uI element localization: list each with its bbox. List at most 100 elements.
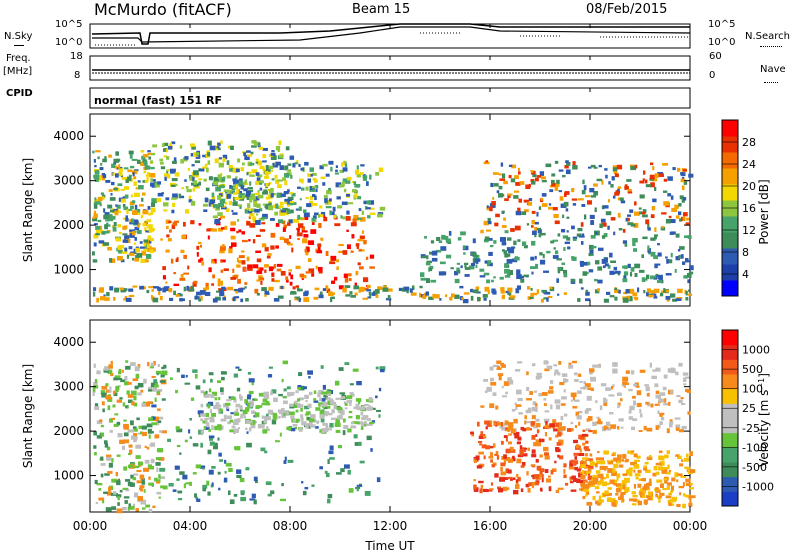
heatmap-cell bbox=[232, 268, 235, 273]
heatmap-cell bbox=[294, 297, 297, 301]
heatmap-cell bbox=[639, 269, 645, 273]
heatmap-cell bbox=[138, 425, 144, 429]
heatmap-cell bbox=[230, 412, 235, 415]
heatmap-cell bbox=[470, 288, 474, 293]
heatmap-cell bbox=[203, 209, 208, 212]
heatmap-cell bbox=[471, 432, 475, 437]
heatmap-cell bbox=[513, 432, 518, 436]
heatmap-cell bbox=[176, 478, 180, 481]
heatmap-cell bbox=[230, 277, 236, 280]
heatmap-cell bbox=[477, 421, 480, 427]
heatmap-cell bbox=[227, 286, 234, 291]
heatmap-cell bbox=[108, 154, 112, 158]
heatmap-cell bbox=[556, 258, 562, 261]
heatmap-cell bbox=[679, 463, 684, 467]
heatmap-cell bbox=[329, 423, 334, 428]
heatmap-cell bbox=[183, 272, 190, 275]
heatmap-cell bbox=[592, 364, 598, 368]
heatmap-cell bbox=[204, 417, 209, 421]
heatmap-cell bbox=[309, 418, 315, 423]
heatmap-cell bbox=[490, 482, 494, 486]
heatmap-cell bbox=[217, 212, 223, 217]
heatmap-cell bbox=[350, 421, 355, 425]
heatmap-cell bbox=[258, 392, 265, 397]
heatmap-cell bbox=[208, 428, 211, 432]
heatmap-cell bbox=[604, 263, 609, 267]
heatmap-cell bbox=[563, 389, 566, 393]
heatmap-cell bbox=[237, 368, 242, 371]
heatmap-cell bbox=[666, 450, 670, 454]
heatmap-cell bbox=[643, 467, 648, 471]
heatmap-cell bbox=[273, 204, 277, 209]
heatmap-cell bbox=[620, 491, 626, 495]
heatmap-cell bbox=[544, 455, 550, 460]
heatmap-cell bbox=[161, 370, 168, 376]
heatmap-cell bbox=[346, 176, 352, 181]
heatmap-cell bbox=[500, 287, 505, 292]
heatmap-cell bbox=[513, 240, 517, 246]
heatmap-cell bbox=[102, 500, 105, 504]
heatmap-cell bbox=[535, 458, 539, 463]
heatmap-cell bbox=[114, 375, 121, 379]
heatmap-cell bbox=[290, 290, 296, 295]
heatmap-cell bbox=[342, 418, 346, 423]
heatmap-cell bbox=[232, 192, 238, 195]
heatmap-cell bbox=[250, 419, 256, 425]
heatmap-cell bbox=[505, 437, 508, 442]
heatmap-cell bbox=[577, 227, 583, 232]
heatmap-cell bbox=[228, 490, 231, 496]
heatmap-cell bbox=[151, 404, 157, 408]
heatmap-cell bbox=[105, 454, 112, 457]
heatmap-cell bbox=[165, 148, 169, 153]
heatmap-cell bbox=[327, 405, 331, 409]
heatmap-cell bbox=[535, 481, 539, 486]
heatmap-cell bbox=[297, 214, 301, 220]
heatmap-cell bbox=[263, 189, 268, 193]
heatmap-cell bbox=[542, 253, 545, 259]
heatmap-cell bbox=[258, 146, 264, 150]
heatmap-cell bbox=[321, 391, 328, 395]
heatmap-cell bbox=[171, 224, 176, 229]
heatmap-cell bbox=[581, 190, 586, 195]
heatmap-cell bbox=[138, 222, 141, 226]
heatmap-cell bbox=[312, 193, 316, 198]
heatmap-cell bbox=[580, 264, 584, 267]
heatmap-cell bbox=[547, 295, 553, 299]
heatmap-cell bbox=[607, 225, 610, 230]
heatmap-cell bbox=[298, 298, 301, 303]
heatmap-cell bbox=[684, 376, 690, 379]
heatmap-cell bbox=[586, 471, 591, 474]
heatmap-cell bbox=[576, 468, 581, 472]
heatmap-cell bbox=[155, 479, 161, 483]
heatmap-cell bbox=[578, 410, 583, 414]
heatmap-cell bbox=[149, 173, 156, 178]
heatmap-cell bbox=[330, 417, 337, 420]
heatmap-cell bbox=[268, 182, 272, 185]
heatmap-cell bbox=[508, 433, 512, 436]
heatmap-cell bbox=[218, 452, 222, 457]
heatmap-cell bbox=[141, 403, 146, 407]
heatmap-cell bbox=[142, 180, 145, 183]
heatmap-cell bbox=[130, 474, 134, 479]
heatmap-cell bbox=[127, 208, 132, 211]
heatmap-cell bbox=[107, 405, 111, 411]
heatmap-cell bbox=[177, 490, 183, 494]
heatmap-cell bbox=[579, 466, 582, 471]
heatmap-cell bbox=[501, 385, 504, 389]
heatmap-cell bbox=[241, 250, 245, 253]
heatmap-cell bbox=[659, 292, 664, 297]
heatmap-cell bbox=[303, 291, 309, 297]
heatmap-cell bbox=[570, 421, 574, 425]
heatmap-cell bbox=[151, 183, 157, 188]
heatmap-cell bbox=[137, 461, 144, 466]
heatmap-cell bbox=[319, 414, 325, 419]
heatmap-cell bbox=[515, 369, 521, 372]
heatmap-cell bbox=[641, 493, 646, 499]
heatmap-cell bbox=[255, 219, 261, 225]
heatmap-cell bbox=[345, 294, 351, 297]
heatmap-cell bbox=[636, 500, 640, 503]
heatmap-cell bbox=[257, 267, 260, 271]
heatmap-cell bbox=[216, 206, 220, 210]
heatmap-cell bbox=[142, 209, 149, 215]
heatmap-cell bbox=[463, 245, 466, 250]
